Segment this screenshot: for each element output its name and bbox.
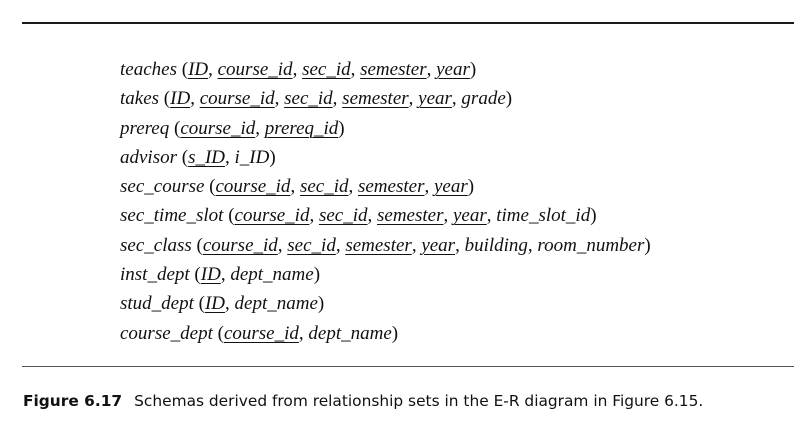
primary-key-attribute: semester	[377, 205, 444, 227]
close-paren: )	[338, 117, 345, 139]
primary-key-attribute: course_id	[223, 322, 299, 344]
primary-key-attribute: year	[452, 205, 487, 227]
primary-key-attribute: sec_id	[287, 234, 336, 256]
relation-name: inst_dept	[120, 264, 190, 286]
open-paren: (	[163, 88, 171, 110]
attribute: time_slot_id	[496, 205, 591, 227]
close-paren: )	[590, 205, 597, 227]
open-paren: (	[174, 117, 181, 139]
relation-name: course_dept	[120, 322, 213, 344]
close-paren: )	[469, 59, 477, 80]
relation-name: teaches	[120, 59, 177, 80]
primary-key-attribute: sec_id	[284, 88, 333, 110]
schema-line: teaches (ID, course_id, sec_id, semester…	[120, 59, 477, 80]
close-paren: )	[644, 234, 651, 256]
relation-name: sec_course	[120, 176, 205, 198]
schema-line: advisor (s_ID, i_ID)	[120, 146, 276, 168]
bottom-rule	[22, 366, 794, 367]
primary-key-attribute: s_ID	[188, 146, 226, 168]
primary-key-attribute: course_id	[202, 234, 278, 256]
schema-line: prereq (course_id, prereq_id)	[120, 117, 345, 139]
open-paren: (	[198, 293, 205, 315]
primary-key-attribute: course_id	[217, 59, 293, 80]
open-paren: (	[196, 234, 203, 256]
figure-caption: Figure 6.17 Schemas derived from relation…	[23, 392, 703, 410]
close-paren: )	[467, 176, 475, 198]
close-paren: )	[505, 88, 513, 110]
primary-key-attribute: prereq_id	[264, 117, 339, 139]
attribute: i_ID	[234, 146, 270, 168]
primary-key-attribute: course_id	[234, 205, 310, 227]
primary-key-attribute: semester	[345, 234, 412, 256]
schema-line: sec_course (course_id, sec_id, semester,…	[120, 176, 475, 198]
schema-line: stud_dept (ID, dept_name)	[120, 293, 325, 315]
open-paren: (	[194, 264, 201, 286]
relation-name: sec_class	[120, 234, 192, 256]
open-paren: (	[217, 322, 224, 344]
relation-name: advisor	[120, 146, 177, 168]
close-paren: )	[269, 146, 276, 168]
primary-key-attribute: course_id	[180, 117, 256, 139]
close-paren: )	[317, 293, 325, 315]
primary-key-attribute: semester	[342, 88, 409, 110]
primary-key-attribute: ID	[188, 59, 209, 80]
close-paren: )	[313, 264, 321, 286]
primary-key-attribute: ID	[170, 88, 191, 110]
primary-key-attribute: sec_id	[318, 205, 368, 227]
primary-key-attribute: year	[433, 176, 468, 198]
relation-name: stud_dept	[120, 293, 194, 315]
primary-key-attribute: semester	[357, 176, 425, 198]
attribute: grade	[461, 88, 506, 110]
attribute: dept_name	[234, 293, 318, 315]
caption-text: Schemas derived from relationship sets i…	[134, 392, 704, 410]
primary-key-attribute: course_id	[199, 88, 275, 110]
attribute: dept_name	[308, 322, 392, 344]
schema-line: inst_dept (ID, dept_name)	[120, 264, 321, 286]
top-rule	[22, 22, 794, 24]
close-paren: )	[391, 322, 399, 344]
open-paren: (	[228, 205, 235, 227]
primary-key-attribute: ID	[204, 293, 226, 315]
relation-name: sec_time_slot	[120, 205, 224, 227]
schema-line: course_dept (course_id, dept_name)	[120, 322, 399, 344]
schema-line: takes (ID, course_id, sec_id, semester, …	[120, 88, 513, 110]
primary-key-attribute: year	[418, 88, 452, 110]
figure-label: Figure 6.17	[23, 392, 123, 410]
schema-list: teaches (ID, course_id, sec_id, semester…	[120, 55, 651, 348]
primary-key-attribute: course_id	[215, 176, 291, 198]
open-paren: (	[181, 59, 189, 80]
open-paren: (	[209, 176, 216, 198]
open-paren: (	[181, 146, 189, 168]
attribute: building	[464, 234, 528, 256]
primary-key-attribute: semester	[360, 59, 427, 80]
schema-line: sec_class (course_id, sec_id, semester, …	[120, 234, 651, 256]
attribute: room_number	[537, 234, 645, 256]
schema-line: sec_time_slot (course_id, sec_id, semest…	[120, 205, 597, 227]
primary-key-attribute: ID	[200, 264, 221, 286]
primary-key-attribute: year	[421, 234, 456, 256]
primary-key-attribute: year	[436, 59, 470, 80]
relation-name: prereq	[120, 117, 170, 139]
primary-key-attribute: sec_id	[299, 176, 349, 198]
relation-name: takes	[120, 88, 160, 110]
attribute: dept_name	[230, 264, 314, 286]
primary-key-attribute: sec_id	[302, 59, 351, 80]
